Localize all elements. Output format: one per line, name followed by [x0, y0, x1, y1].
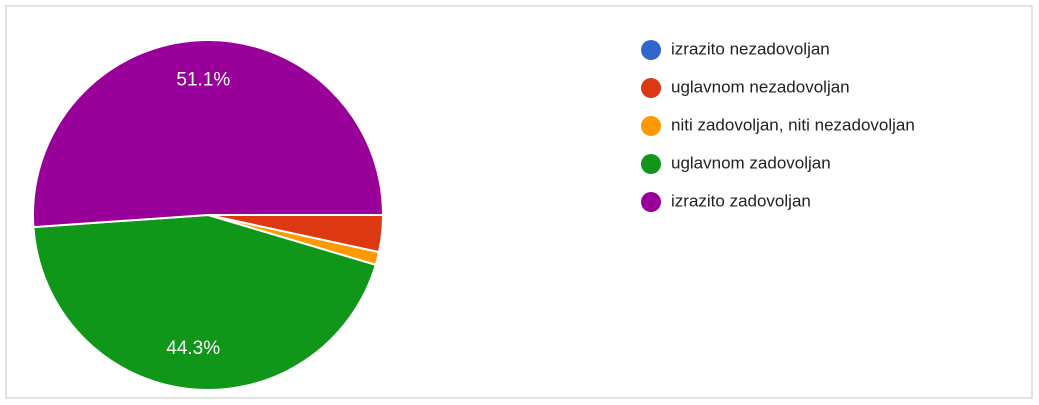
pie-slice — [32, 39, 385, 229]
legend-label: izrazito zadovoljan — [671, 191, 811, 210]
legend-label: uglavnom zadovoljan — [671, 153, 831, 172]
legend-label: izrazito nezadovoljan — [671, 39, 830, 58]
legend-label: uglavnom nezadovoljan — [671, 77, 850, 96]
legend-swatch — [641, 154, 661, 174]
legend-swatch — [641, 40, 661, 60]
slice-label: 51.1% — [176, 69, 230, 90]
pie-slice — [32, 213, 377, 391]
legend-label: niti zadovoljan, niti nezadovoljan — [671, 115, 915, 134]
legend-swatch — [641, 192, 661, 212]
legend-swatch — [641, 78, 661, 98]
legend-swatch — [641, 116, 661, 136]
slice-label: 44.3% — [166, 338, 220, 359]
